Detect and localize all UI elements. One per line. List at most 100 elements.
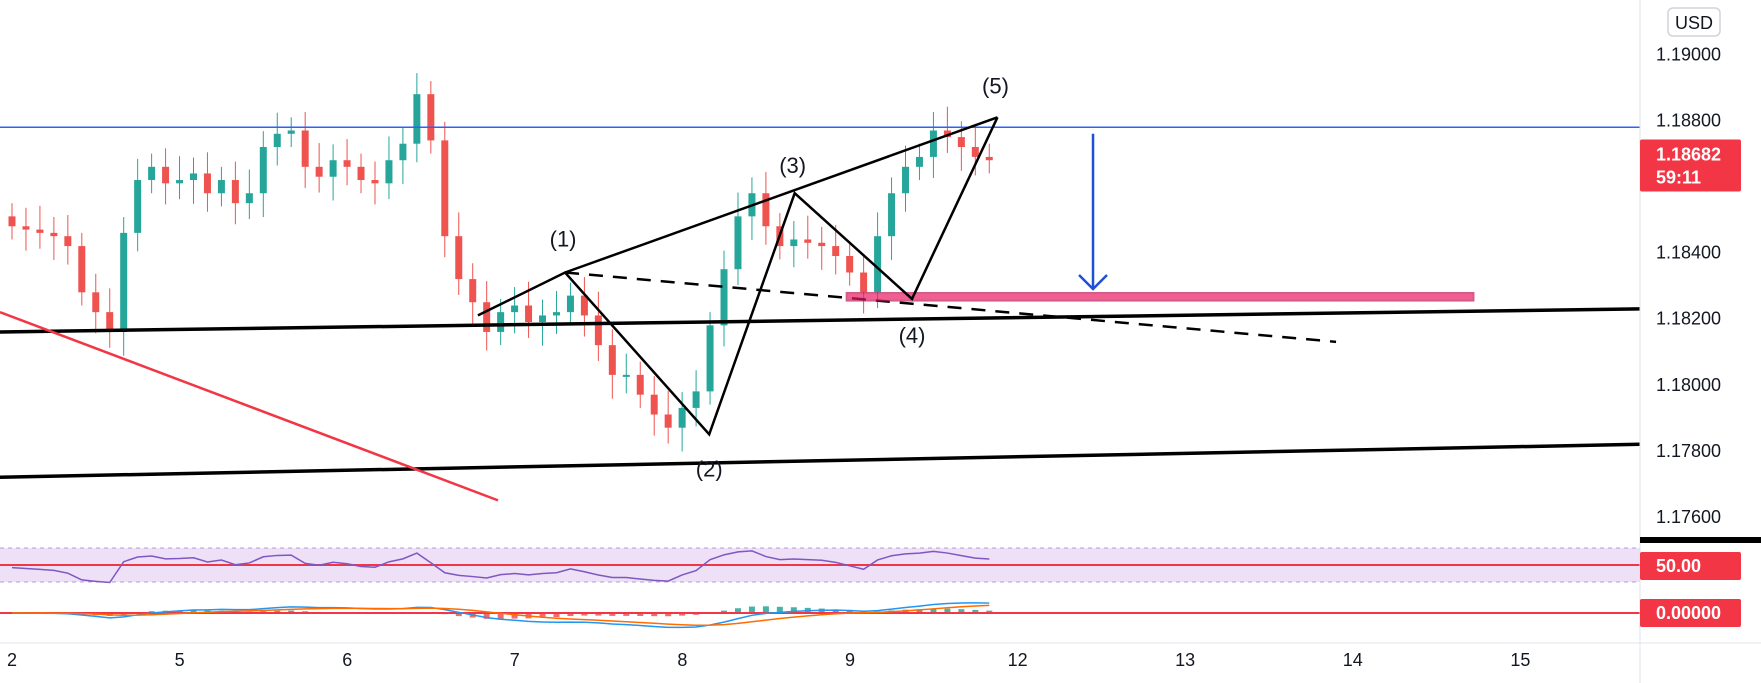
candle-body [343, 160, 351, 167]
candle-body [692, 391, 700, 408]
wave-label: (3) [779, 153, 806, 178]
time-tick-label: 15 [1510, 650, 1530, 670]
candle-body [441, 140, 449, 237]
rsi-line [11, 550, 990, 584]
candle-body [594, 315, 602, 346]
candle-body [678, 407, 686, 428]
candle-body [608, 345, 616, 375]
macd-histogram-bar [497, 613, 504, 619]
macd-histogram-bar [553, 613, 560, 618]
candle-body [8, 216, 16, 227]
macd-histogram-bar [274, 610, 281, 613]
target-zone [845, 291, 1475, 302]
candle-body [552, 312, 560, 316]
macd-histogram-bar [623, 613, 630, 616]
candle-body [636, 374, 644, 395]
macd-histogram-bar [665, 613, 672, 617]
macd-histogram-bar [748, 606, 755, 613]
candle-body [957, 137, 965, 148]
time-tick-label: 2 [7, 650, 17, 670]
macd-histogram-bar [986, 610, 993, 613]
macd-histogram-bar [832, 609, 839, 613]
time-tick-label: 8 [677, 650, 687, 670]
macd-histogram-bar [637, 613, 644, 616]
candle-body [385, 160, 393, 184]
candle-body [245, 193, 253, 204]
time-tick-label: 5 [175, 650, 185, 670]
currency-label: USD [1675, 13, 1713, 33]
dashed-trendline [564, 271, 1337, 344]
rsi-value-label: 50.00 [1656, 556, 1701, 576]
candle-body [818, 242, 826, 247]
macd-histogram-bar [288, 610, 295, 613]
price-tick-label: 1.18000 [1656, 375, 1721, 395]
candle-body [273, 133, 281, 148]
macd-histogram-bar [721, 610, 728, 613]
macd-histogram-bar [734, 608, 741, 613]
time-tick-label: 6 [342, 650, 352, 670]
candle-body [399, 143, 407, 161]
candle-body [539, 315, 547, 323]
candle-body [985, 156, 993, 161]
macd-histogram-bar [790, 607, 797, 613]
candle-body [888, 193, 896, 237]
candle-body [259, 147, 267, 194]
price-tick-label: 1.18800 [1656, 111, 1721, 131]
candle-body [734, 216, 742, 270]
wave-label: (4) [899, 323, 926, 348]
price-axis-background [1640, 0, 1761, 683]
candle-body [580, 295, 588, 316]
candle-body [664, 414, 672, 428]
candle-body [231, 180, 239, 204]
candle-body [706, 325, 714, 392]
wave-label: (5) [982, 73, 1009, 98]
candle-body [162, 166, 170, 184]
candle-body [203, 173, 211, 194]
time-tick-label: 12 [1008, 650, 1028, 670]
candle-body [106, 312, 114, 332]
candle-body [148, 166, 156, 181]
countdown-label: 59:11 [1656, 168, 1701, 188]
pane-separator [1640, 537, 1761, 543]
candle-body [832, 246, 840, 256]
candle-body [483, 302, 491, 332]
macd-histogram-bar [483, 613, 490, 619]
candle-body [134, 180, 142, 233]
down-arrow-head [1078, 274, 1108, 291]
candle-body [902, 166, 910, 194]
candle-body [64, 236, 72, 247]
macd-histogram-bar [455, 613, 462, 617]
wave-label: (1) [550, 227, 577, 252]
channel-upper-line [0, 307, 1641, 334]
channel-lower-line [0, 442, 1641, 480]
macd-histogram-bar [609, 613, 616, 616]
price-tick-label: 1.17600 [1656, 507, 1721, 527]
candle-body [22, 226, 30, 230]
macd-signal-line [11, 604, 990, 626]
macd-histogram-bar [651, 613, 658, 617]
macd-histogram-bar [581, 613, 588, 616]
candle-body [929, 130, 937, 157]
price-tick-label: 1.18200 [1656, 309, 1721, 329]
candle-body [525, 305, 533, 323]
candle-body [50, 232, 58, 237]
candle-body [622, 374, 630, 377]
candle-body [497, 312, 505, 332]
candle-body [790, 239, 798, 247]
candle-body [92, 292, 100, 313]
last-price-label: 1.18682 [1656, 145, 1721, 165]
candle-body [176, 180, 184, 184]
macd-histogram-bar [176, 610, 183, 613]
macd-histogram-bar [679, 613, 686, 616]
time-tick-label: 7 [510, 650, 520, 670]
wave-label: (2) [696, 456, 723, 481]
candle-body [120, 232, 128, 332]
macd-histogram-bar [846, 610, 853, 613]
macd-histogram-bar [567, 613, 574, 617]
candle-body [720, 269, 728, 326]
currency-box[interactable] [1667, 7, 1721, 37]
macd-histogram-bar [776, 606, 783, 613]
time-tick-label: 13 [1175, 650, 1195, 670]
